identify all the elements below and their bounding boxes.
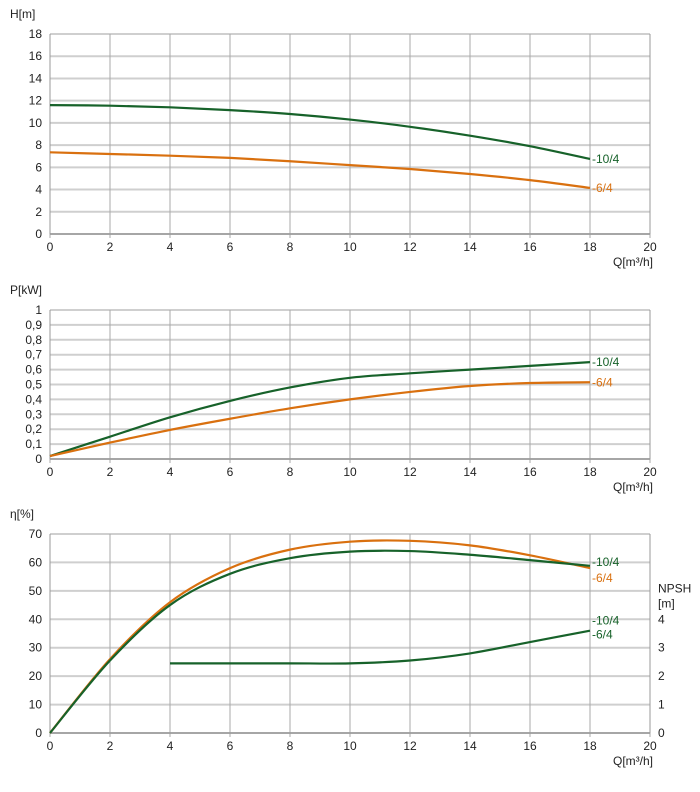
y-tick-label: 0,5 [25,378,42,392]
x-tick-label: 0 [47,465,54,479]
series-line-64 [49,381,591,458]
y-tick-label: 12 [29,94,43,108]
y-tick-label: 1 [35,303,42,317]
y-tick-label: 70 [29,527,43,541]
x-tick-label: 16 [523,739,537,753]
x-tick-label: 4 [167,465,174,479]
right-y-tick-label: 3 [658,641,665,655]
right-y-axis-label: NPSH [m] [658,581,691,610]
x-axis-label: Q[m³/h] [613,480,653,494]
right-y-axis-label-line1: NPSH [658,581,691,595]
y-tick-label: 0,7 [25,348,42,362]
y-axis-label: H[m] [10,7,35,21]
y-tick-label: 50 [29,584,43,598]
x-tick-label: 18 [583,240,597,254]
series-line-104 [49,104,591,161]
x-tick-label: 12 [403,465,417,479]
series-line-64 [49,539,591,734]
x-tick-label: 18 [583,739,597,753]
x-tick-label: 8 [287,240,294,254]
x-tick-label: 10 [343,739,357,753]
series-label: -10/4 [592,355,620,369]
y-axis-label: P[kW] [10,283,42,297]
y-tick-label: 0,4 [25,392,42,406]
y-tick-label: 8 [35,138,42,152]
x-tick-label: 4 [167,739,174,753]
right-y-axis-label-line2: [m] [658,596,675,610]
x-tick-label: 14 [463,739,477,753]
y-tick-label: 2 [35,205,42,219]
chart-panel-1 [49,33,651,238]
x-tick-label: 8 [287,465,294,479]
series-label: -6/4 [592,571,613,585]
x-tick-label: 10 [343,240,357,254]
y-tick-label: 16 [29,49,43,63]
y-axis-label: η[%] [10,507,34,521]
y-tick-label: 0,8 [25,333,42,347]
y-tick-label: 4 [35,183,42,197]
npsh-series-label: -10/4 [592,614,620,628]
y-tick-label: 10 [29,698,43,712]
y-tick-label: 18 [29,27,43,41]
x-tick-label: 14 [463,240,477,254]
series-label: -10/4 [592,555,620,569]
x-tick-label: 16 [523,465,537,479]
y-tick-label: 40 [29,612,43,626]
right-y-tick-label: 0 [658,726,665,740]
y-tick-label: 0,3 [25,407,42,421]
x-tick-label: 12 [403,240,417,254]
x-tick-label: 16 [523,240,537,254]
y-tick-label: 60 [29,555,43,569]
x-tick-label: 20 [643,240,657,254]
x-tick-label: 20 [643,465,657,479]
y-tick-label: 0 [35,452,42,466]
x-tick-label: 12 [403,739,417,753]
y-tick-label: 0,2 [25,422,42,436]
series-label: -6/4 [592,375,613,389]
y-tick-label: 0,1 [25,437,42,451]
x-tick-label: 20 [643,739,657,753]
y-tick-label: 14 [29,71,43,85]
x-tick-label: 4 [167,240,174,254]
x-tick-label: 2 [107,739,114,753]
right-y-tick-label: 4 [658,612,665,626]
npsh-line [170,629,591,665]
x-tick-label: 10 [343,465,357,479]
chart-panel-2 [49,309,651,463]
x-tick-label: 14 [463,465,477,479]
y-tick-label: 0,6 [25,363,42,377]
x-tick-label: 6 [227,240,234,254]
y-tick-label: 0,9 [25,318,42,332]
series-line-64 [49,151,591,189]
series-line-104 [49,361,591,458]
x-tick-label: 6 [227,739,234,753]
chart-panel-3: NPSH [m] [49,533,691,737]
y-tick-label: 6 [35,160,42,174]
right-y-tick-label: 2 [658,669,665,683]
x-tick-label: 0 [47,739,54,753]
x-tick-label: 18 [583,465,597,479]
right-y-tick-label: 1 [658,698,665,712]
series-label: -10/4 [592,152,620,166]
y-tick-label: 30 [29,641,43,655]
y-tick-label: 20 [29,669,43,683]
npsh-series-label: -6/4 [592,628,613,642]
y-tick-label: 0 [35,227,42,241]
x-axis-label: Q[m³/h] [613,754,653,768]
x-tick-label: 8 [287,739,294,753]
x-tick-label: 6 [227,465,234,479]
series-label: -6/4 [592,181,613,195]
y-tick-label: 0 [35,726,42,740]
x-tick-label: 0 [47,240,54,254]
y-tick-label: 10 [29,116,43,130]
x-tick-label: 2 [107,465,114,479]
series-line-104 [49,549,591,734]
x-axis-label: Q[m³/h] [613,255,653,269]
x-tick-label: 2 [107,240,114,254]
